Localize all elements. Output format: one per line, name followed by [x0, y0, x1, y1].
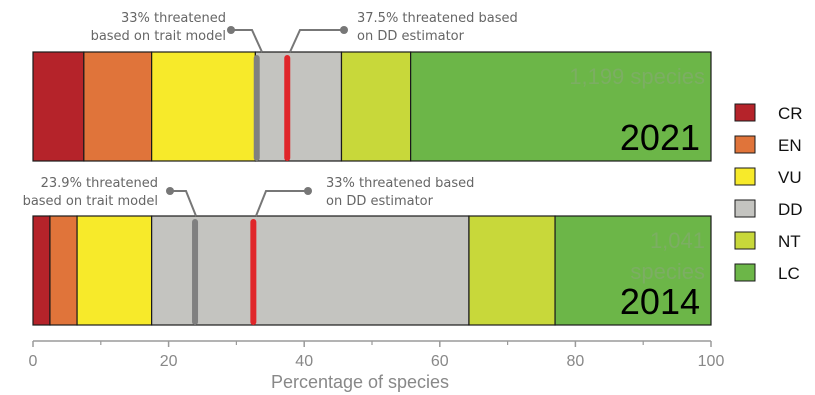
- annotation-leader-2021-2: [289, 29, 344, 53]
- bar-segment-2014-EN: [49, 215, 78, 326]
- bar-segment-2014-NT: [468, 215, 556, 326]
- species-count-2014: 1,041 species: [630, 228, 705, 284]
- year-label-2014: 2014: [620, 281, 700, 322]
- x-tick-label-0: 0: [29, 353, 38, 370]
- x-tick-label-60: 60: [431, 353, 449, 370]
- x-tick-label-80: 80: [567, 353, 585, 370]
- annotation-label-2021-2: 37.5% threatened based on DD estimator: [357, 11, 518, 44]
- annotation-leader-2014-2: [255, 190, 308, 217]
- legend-swatch-CR: [734, 103, 756, 122]
- annotation-dot-2014-1: [166, 187, 174, 195]
- legend-label-LC: LC: [778, 264, 800, 283]
- annotation-dot-2014-2: [304, 187, 312, 195]
- legend-swatch-LC: [734, 263, 756, 282]
- year-label-2021: 2021: [620, 117, 700, 158]
- legend-swatch-NT: [734, 231, 756, 250]
- legend-swatch-EN: [734, 135, 756, 154]
- bar-segment-2014-LC: [554, 215, 712, 326]
- annotation-leader-2021-1: [231, 29, 263, 53]
- bar-segment-2014-DD: [151, 215, 470, 326]
- x-tick-label-40: 40: [295, 353, 313, 370]
- bar-segment-2021-DD: [254, 51, 343, 162]
- legend-label-NT: NT: [778, 232, 801, 251]
- legend-label-CR: CR: [778, 104, 803, 123]
- x-axis-label: Percentage of species: [271, 372, 449, 392]
- bar-segment-2014-CR: [32, 215, 51, 326]
- bar-segment-2021-LC: [410, 51, 712, 162]
- annotation-dot-2021-1: [227, 26, 235, 34]
- annotation-label-2014-2: 33% threatened based on DD estimator: [326, 176, 474, 209]
- species-count-2021: 1,199 species: [569, 64, 705, 89]
- legend-swatch-DD: [734, 199, 756, 218]
- annotation-dot-2021-2: [340, 26, 348, 34]
- x-tick-label-100: 100: [698, 353, 725, 370]
- x-tick-label-20: 20: [160, 353, 178, 370]
- annotation-label-2014-1: 23.9% threatened based on trait model: [23, 176, 158, 209]
- legend-label-VU: VU: [778, 168, 802, 187]
- bar-segment-2014-VU: [76, 215, 153, 326]
- annotation-label-2021-1: 33% threatened based on trait model: [91, 11, 226, 44]
- bar-segment-2021-NT: [340, 51, 412, 162]
- bar-segment-2021-CR: [32, 51, 85, 162]
- bar-segment-2021-EN: [83, 51, 153, 162]
- bar-segment-2021-VU: [151, 51, 256, 162]
- legend-label-EN: EN: [778, 136, 802, 155]
- annotation-leader-2014-1: [170, 190, 197, 217]
- legend-label-DD: DD: [778, 200, 803, 219]
- legend-swatch-VU: [734, 167, 756, 186]
